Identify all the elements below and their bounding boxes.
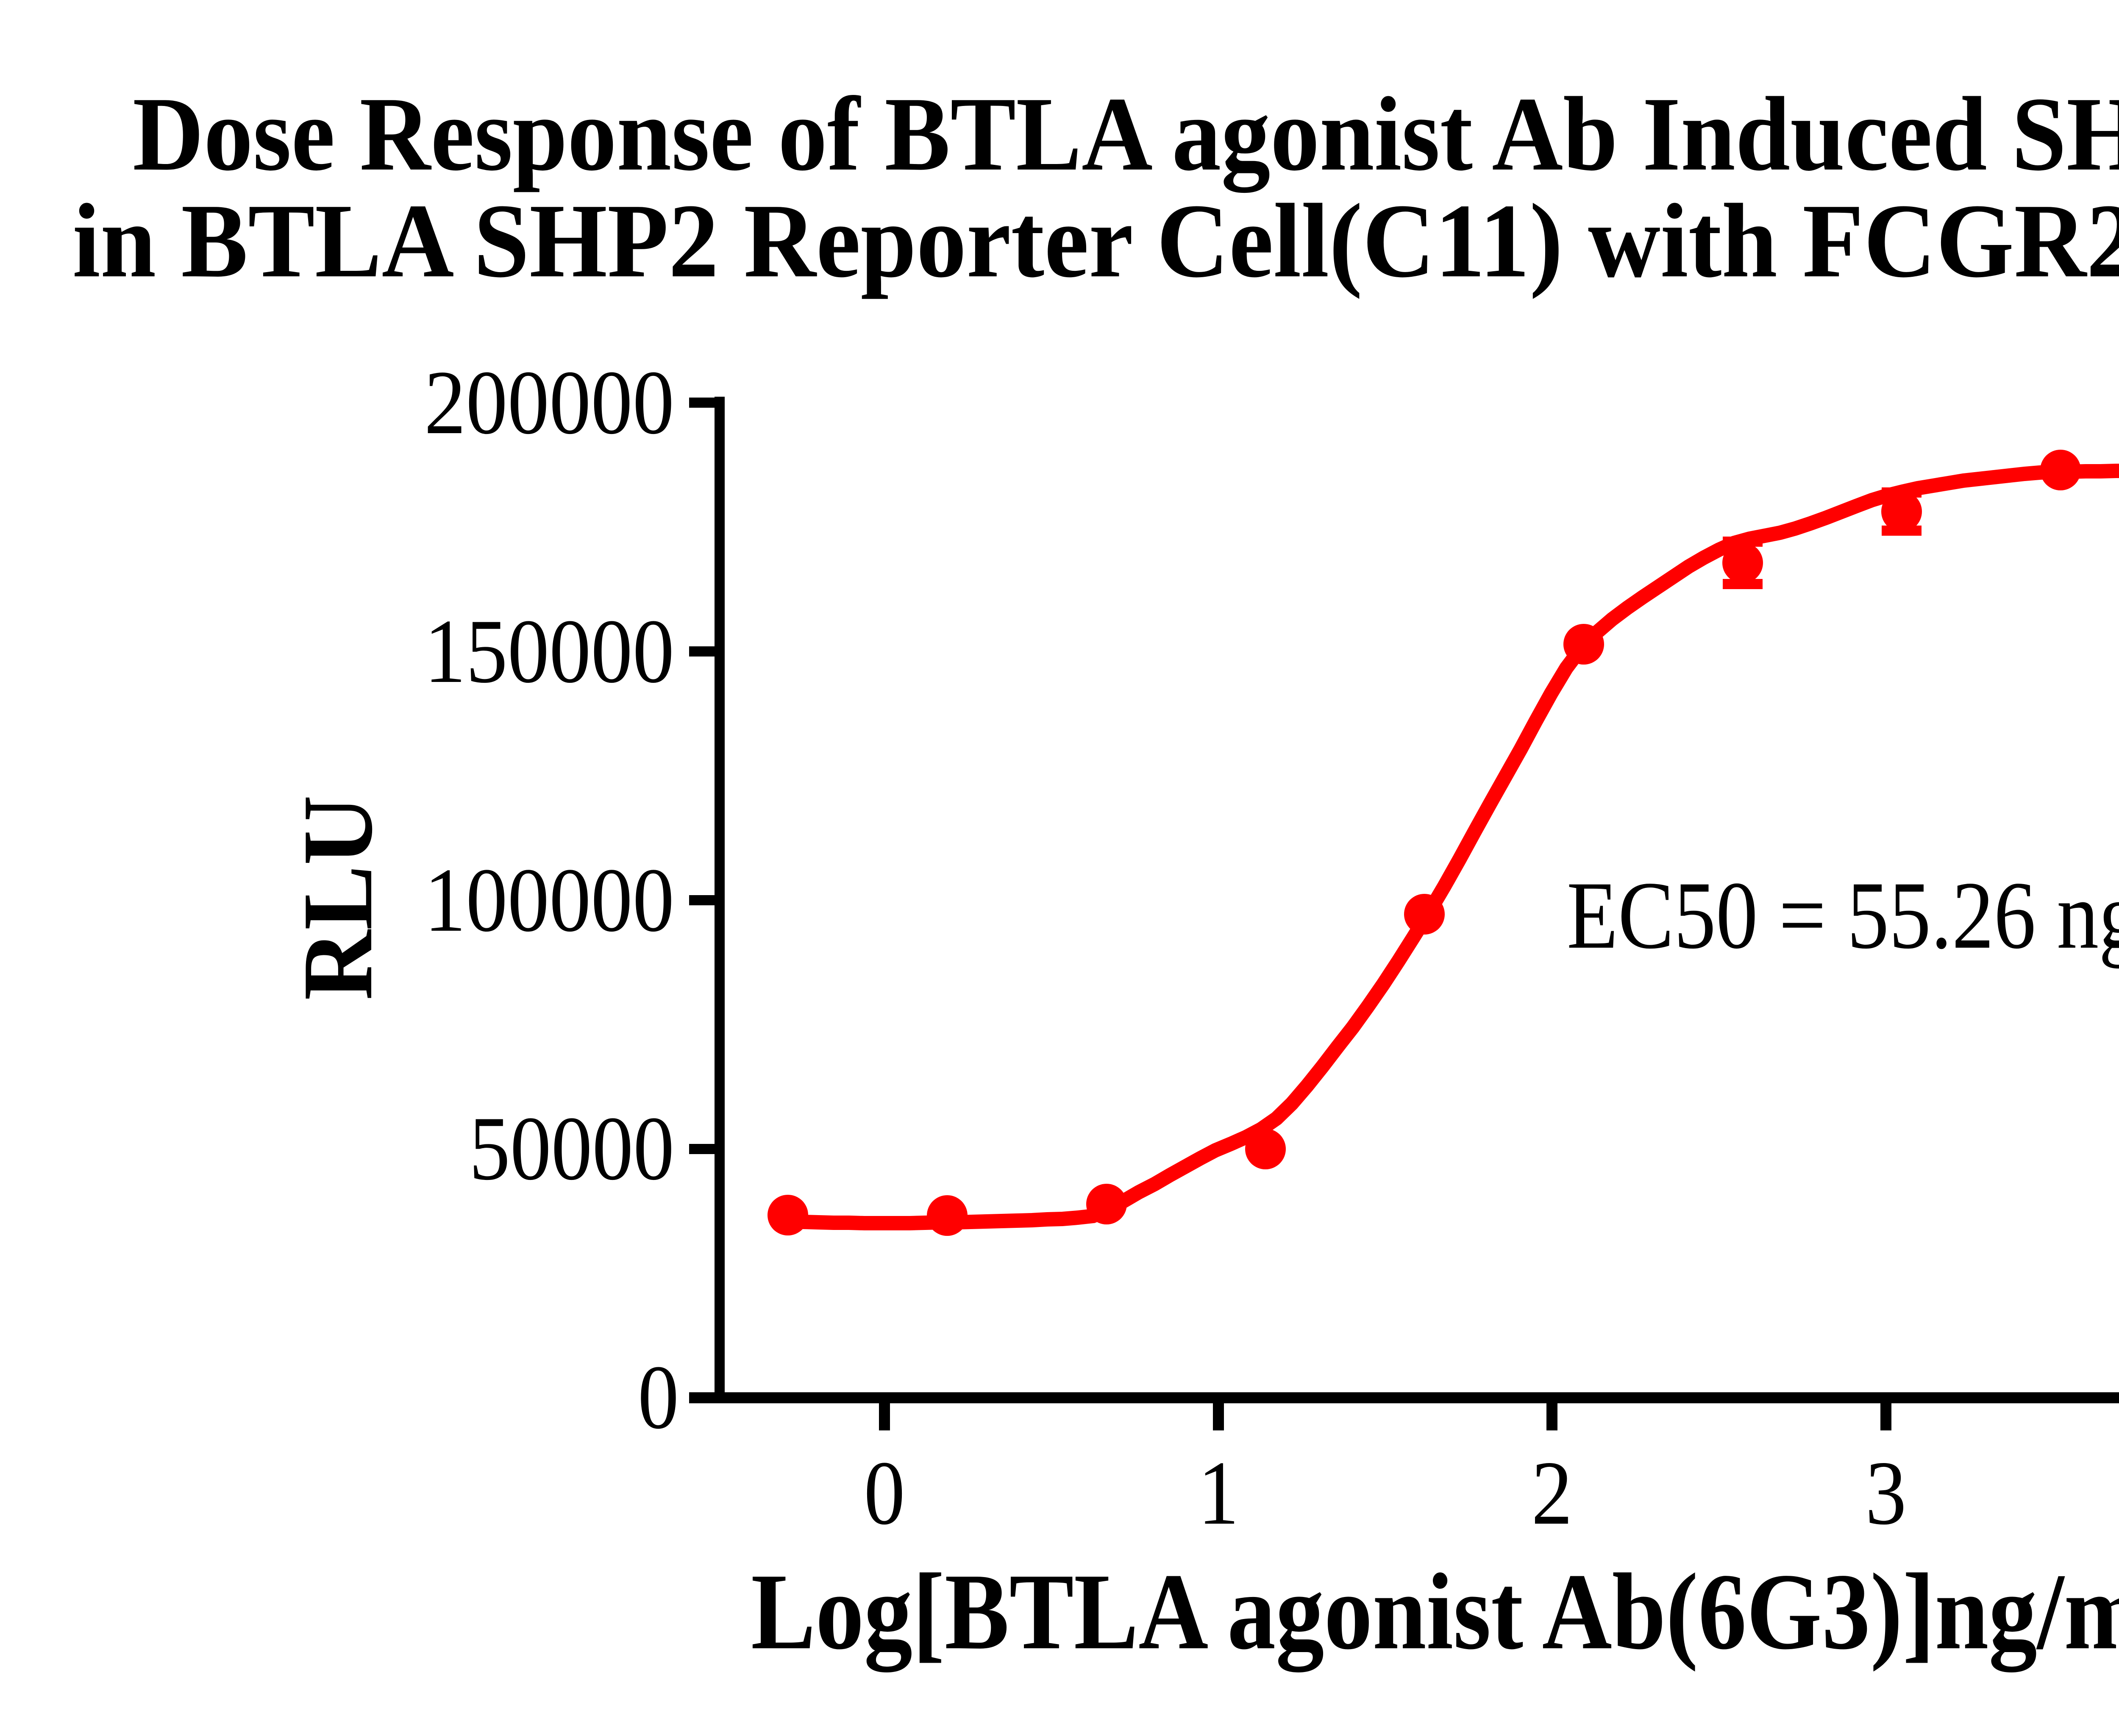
svg-text:RLU: RLU	[283, 795, 393, 1000]
svg-text:2: 2	[1532, 1442, 1573, 1544]
svg-text:0: 0	[864, 1442, 905, 1544]
svg-text:200000: 200000	[424, 352, 674, 453]
svg-text:EC50 = 55.26 ng/ml: EC50 = 55.26 ng/ml	[1567, 862, 2119, 969]
svg-text:Log[BTLA agonist Ab(6G3)]ng/ml: Log[BTLA agonist Ab(6G3)]ng/ml	[751, 1551, 2119, 1674]
svg-text:Dose Response of BTLA agonist: Dose Response of BTLA agonist Ab Induced…	[133, 75, 2119, 193]
svg-text:50000: 50000	[469, 1098, 674, 1199]
svg-text:0: 0	[638, 1347, 679, 1448]
svg-text:100000: 100000	[424, 849, 674, 951]
svg-text:150000: 150000	[424, 601, 674, 702]
svg-text:1: 1	[1198, 1442, 1239, 1544]
svg-text:in BTLA SHP2 Reporter Cell(C11: in BTLA SHP2 Reporter Cell(C11) with FCG…	[72, 182, 2119, 300]
svg-text:3: 3	[1866, 1442, 1907, 1544]
